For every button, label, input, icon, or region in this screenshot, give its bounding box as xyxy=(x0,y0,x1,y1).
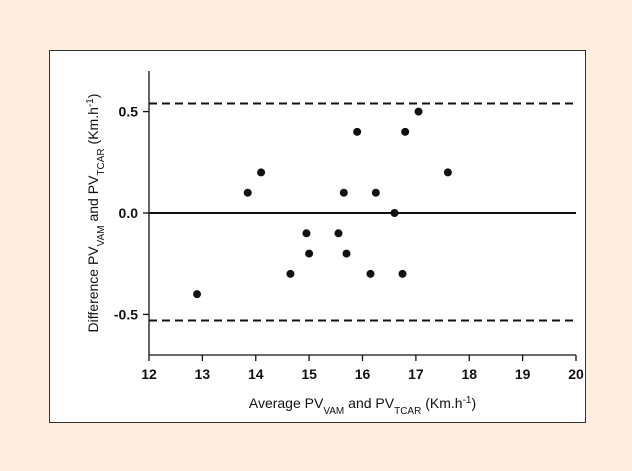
y-tick-label: 0.5 xyxy=(119,104,139,120)
data-point xyxy=(390,209,399,217)
y-axis-title-part: and PV xyxy=(85,175,101,225)
y-axis-title-part: Difference PV xyxy=(85,246,101,333)
data-point xyxy=(443,168,452,177)
data-point xyxy=(243,188,252,197)
x-tick-label: 12 xyxy=(141,366,157,382)
x-axis-title-part: VAM xyxy=(323,406,344,417)
data-point xyxy=(353,127,362,136)
x-axis-title-part: -1 xyxy=(463,395,472,406)
data-point xyxy=(371,188,380,197)
x-tick-label: 20 xyxy=(568,366,584,382)
y-axis-title-part: ) xyxy=(85,94,101,99)
x-axis-title: Average PVVAM and PVTCAR (Km.h-1) xyxy=(249,395,476,417)
data-point xyxy=(414,107,423,116)
x-tick-label: 17 xyxy=(408,366,424,382)
x-tick-label: 15 xyxy=(301,366,317,382)
x-tick-label: 19 xyxy=(515,366,531,382)
y-axis-title-part: VAM xyxy=(96,225,107,246)
data-point xyxy=(302,229,311,238)
data-point xyxy=(257,168,266,177)
x-tick-label: 16 xyxy=(355,366,371,382)
y-axis-title-part: (Km.h xyxy=(85,107,101,148)
data-point xyxy=(193,290,202,299)
x-axis-title-part: TCAR xyxy=(394,406,421,417)
x-axis-title-part: and PV xyxy=(344,395,394,411)
x-tick-label: 14 xyxy=(248,366,264,382)
x-axis-title-part: Average PV xyxy=(249,395,324,411)
chart-frame: 12 13 14 15 16 17 18 19 20 -0.5 0.0 0.5 Average PVVA… xyxy=(49,50,586,423)
x-tick-label: 13 xyxy=(195,366,211,382)
x-tick-label: 18 xyxy=(461,366,477,382)
x-axis-title-part: ) xyxy=(471,395,476,411)
data-point xyxy=(366,269,375,278)
y-axis-title-part: TCAR xyxy=(96,148,107,175)
data-point xyxy=(305,249,314,258)
data-point xyxy=(398,269,407,278)
x-axis-title-part: (Km.h xyxy=(421,395,462,411)
y-axis-title: Difference PVVAM and PVTCAR (Km.h-1) xyxy=(85,94,107,333)
y-axis-title-part: -1 xyxy=(85,98,96,107)
data-point xyxy=(334,229,343,238)
y-tick-label: -0.5 xyxy=(114,306,138,322)
data-point xyxy=(339,188,348,197)
data-point xyxy=(401,127,410,136)
data-point xyxy=(286,269,295,278)
y-tick-label: 0.0 xyxy=(119,205,139,221)
data-point xyxy=(342,249,351,258)
